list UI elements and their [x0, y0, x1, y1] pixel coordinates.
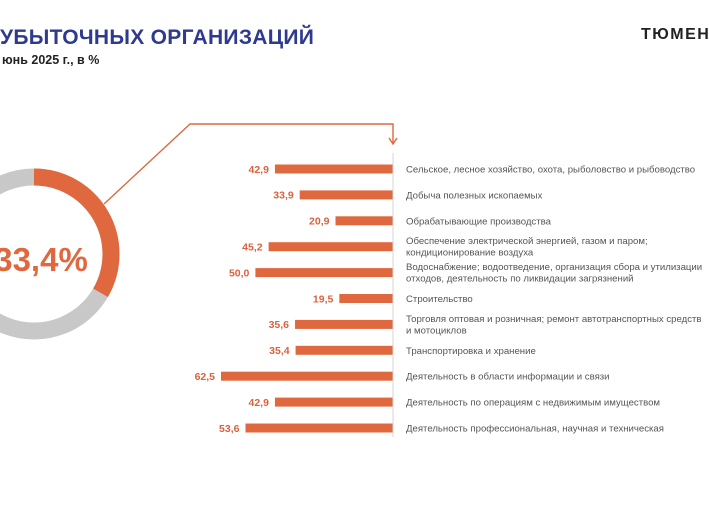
bar-value-label-3: 45,2	[242, 242, 263, 254]
connector-line	[103, 123, 394, 205]
bar-4	[255, 268, 393, 278]
category-label-0: Сельское, лесное хозяйство, охота, рыбол…	[406, 165, 695, 176]
category-label-10: Деятельность профессиональная, научная и…	[406, 424, 664, 435]
region-name: ТЮМЕН	[641, 26, 709, 43]
page-title: УБЫТОЧНЫХ ОРГАНИЗАЦИЙ	[0, 26, 315, 49]
donut-slice-main	[33, 168, 120, 298]
category-label-3-line-0: Обеспечение электрической энергией, газо…	[406, 236, 648, 247]
bar-8	[221, 371, 393, 381]
category-label-9: Деятельность по операциям с недвижимым и…	[406, 398, 660, 409]
bar-value-label-7: 35,4	[269, 345, 290, 357]
page-subtitle: юнь 2025 г., в %	[2, 53, 100, 67]
bar-0	[274, 164, 393, 174]
bar-value-label-4: 50,0	[229, 267, 250, 279]
category-label-6-line-0: Торговля оптовая и розничная; ремонт авт…	[406, 314, 701, 325]
bar-value-label-8: 62,5	[195, 371, 216, 383]
bar-10	[245, 423, 393, 433]
bar-value-label-9: 42,9	[249, 397, 270, 409]
category-label-3-line-1: кондиционирование воздуха	[406, 248, 534, 259]
category-label-7: Транспортировка и хранение	[406, 346, 536, 357]
connector-callout	[103, 123, 398, 205]
bar-value-label-10: 53,6	[219, 423, 240, 435]
bar-3	[268, 242, 393, 252]
category-label-5: Строительство	[406, 294, 473, 305]
connector-arrow-icon	[388, 137, 398, 146]
bar-value-label-2: 20,9	[309, 216, 330, 228]
donut-chart: 33,4%	[0, 168, 120, 340]
bar-value-label-5: 19,5	[313, 293, 334, 305]
bar-1	[299, 190, 393, 200]
bar-2	[335, 216, 393, 226]
category-label-1: Добыча полезных ископаемых	[406, 190, 543, 201]
bar-value-label-1: 33,9	[273, 190, 294, 202]
bar-value-label-0: 42,9	[249, 164, 270, 176]
bar-6	[295, 319, 393, 329]
bar-5	[339, 294, 393, 303]
bar-7	[295, 345, 393, 355]
donut-value-label: 33,4%	[0, 241, 88, 278]
category-label-4-line-0: Водоснабжение; водоотведение, организаци…	[406, 262, 702, 273]
bar-9	[274, 397, 393, 407]
category-label-6-line-1: и мотоциклов	[406, 325, 467, 336]
bar-value-label-6: 35,6	[269, 319, 290, 331]
category-label-8: Деятельность в области информации и связ…	[406, 372, 610, 383]
bar-chart: 42,9 Сельское, лесное хозяйство, охота, р…	[195, 153, 702, 437]
category-label-4-line-1: отходов, деятельность по ликвидации загр…	[406, 274, 634, 285]
category-label-2: Обрабатывающие производства	[406, 216, 552, 227]
